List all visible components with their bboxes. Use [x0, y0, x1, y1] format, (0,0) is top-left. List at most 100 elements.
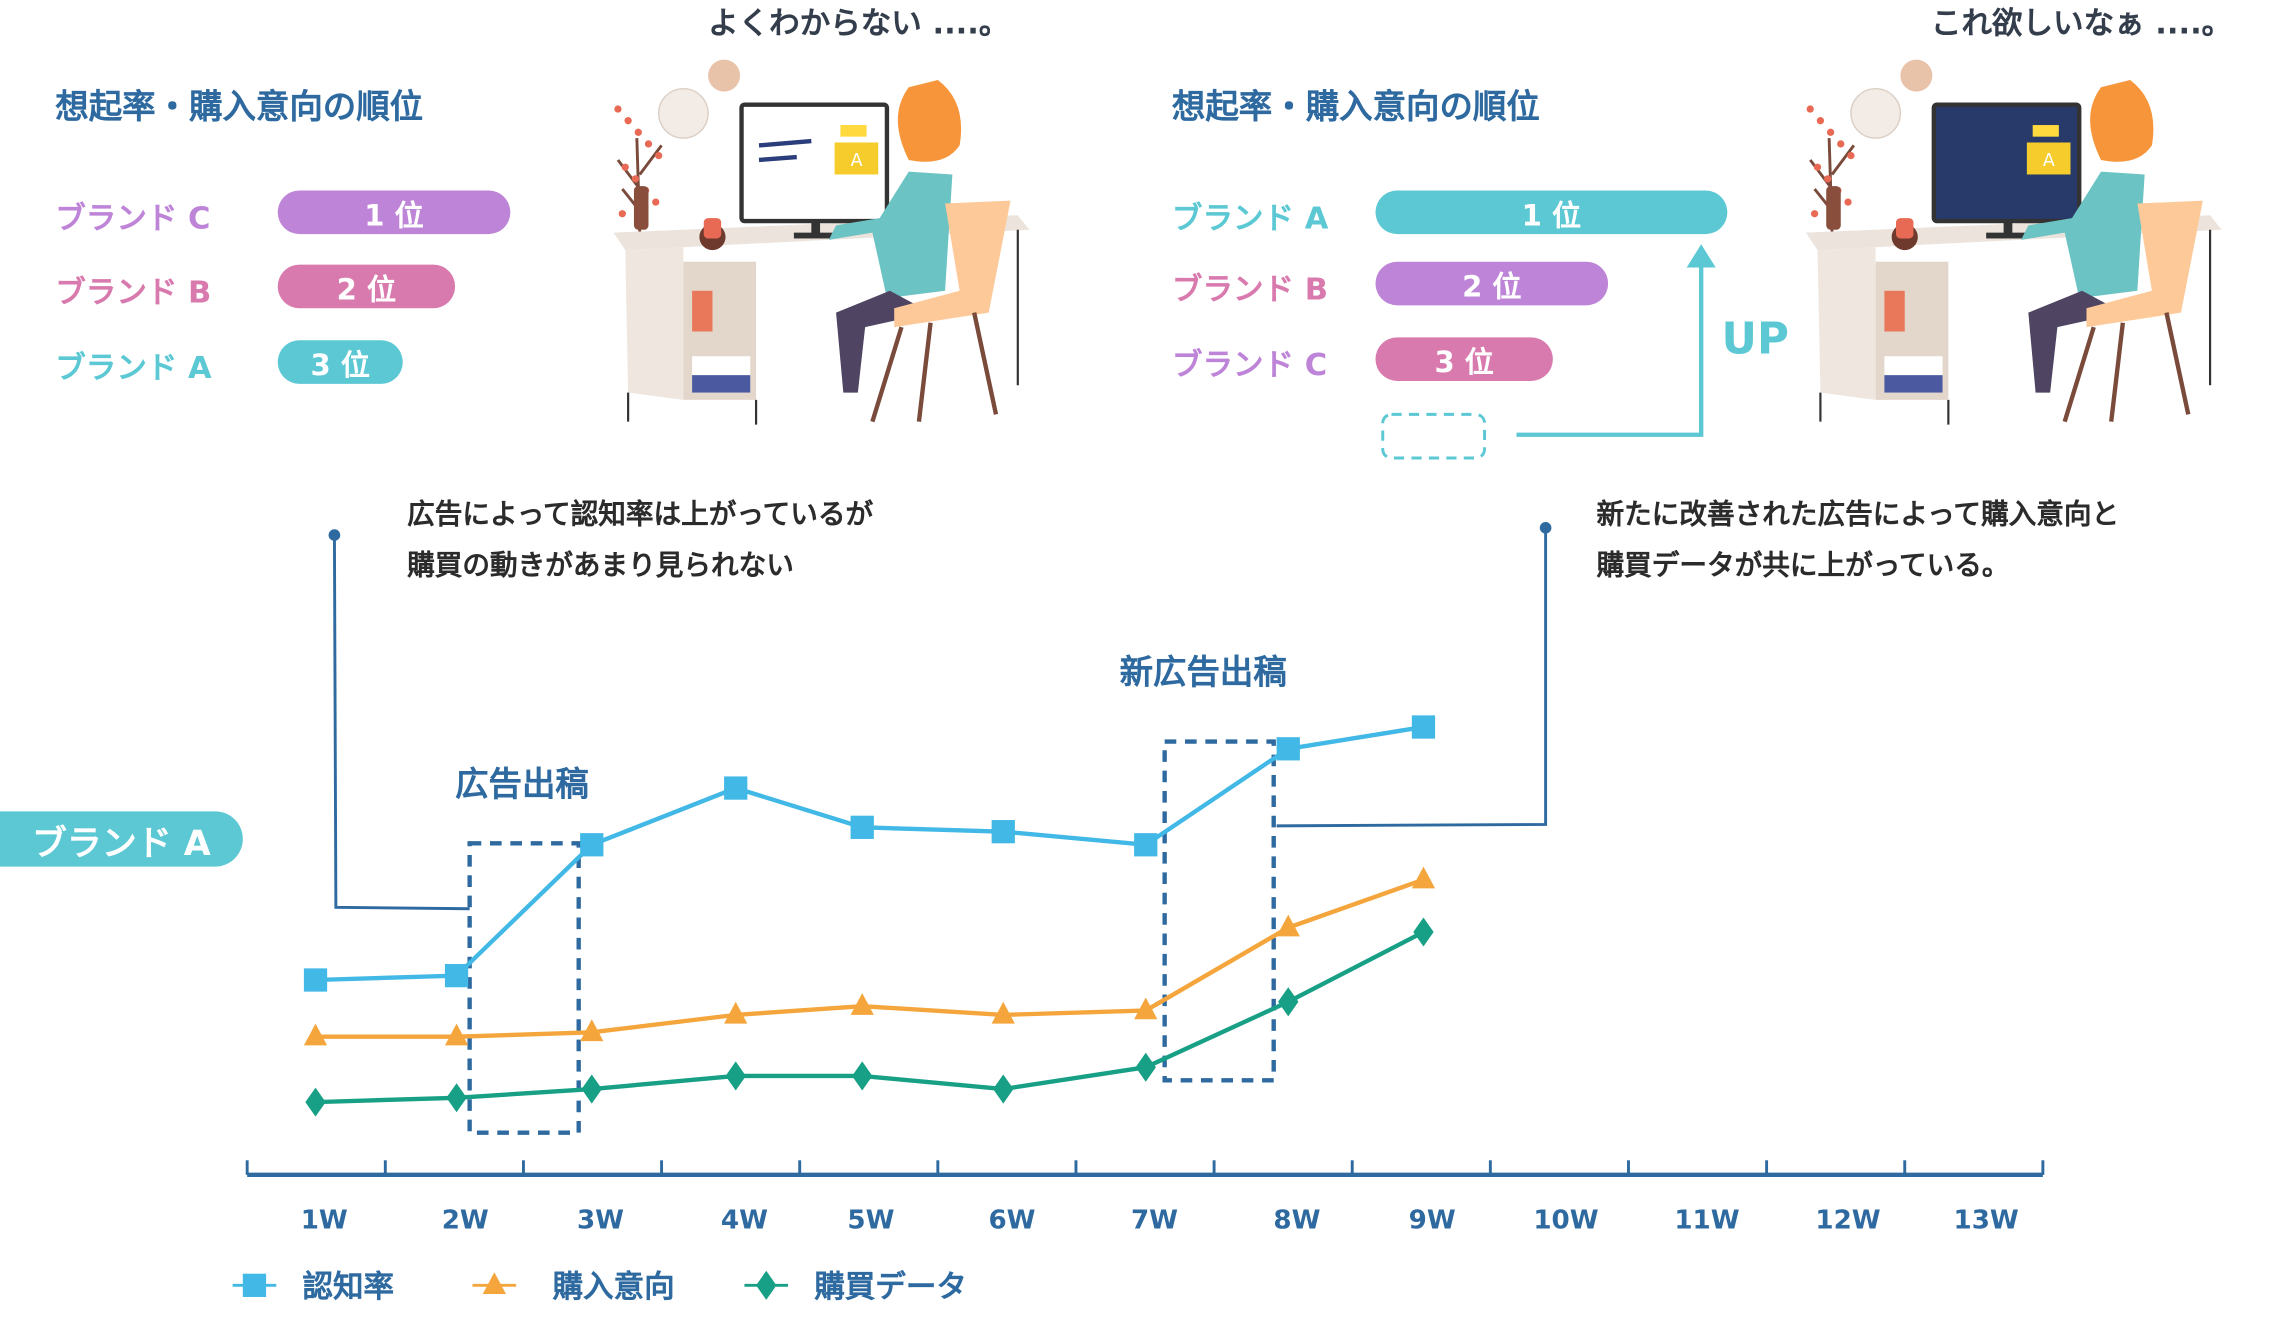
- data-point-square: [580, 833, 604, 857]
- box-icon: [692, 375, 751, 393]
- callout-dot-left: [328, 529, 341, 541]
- data-point-diamond: [1278, 987, 1299, 1017]
- legend-square-icon: [242, 1273, 267, 1297]
- hair: [897, 79, 962, 162]
- legend-diamond-icon: [756, 1270, 777, 1300]
- data-point-triangle: [1276, 914, 1300, 937]
- annotation-ad: 広告出稿: [455, 766, 589, 805]
- branch-icon: [616, 138, 663, 233]
- left-caption: よくわからない ....。: [708, 5, 1010, 41]
- monitor-stand: [1986, 232, 2030, 239]
- hair: [2090, 79, 2154, 162]
- rank-pill: 2 位: [1375, 261, 1609, 306]
- data-point-diamond: [1413, 917, 1434, 947]
- chair-icon: [894, 200, 1011, 328]
- data-point-square: [724, 776, 748, 800]
- x-tick-label: 7W: [1131, 1206, 1178, 1236]
- data-point-triangle: [1134, 997, 1158, 1020]
- callout-line-left: [332, 535, 470, 911]
- x-tick-label: 9W: [1409, 1206, 1456, 1236]
- legend-label-purchase-intent: 購入意向: [552, 1269, 675, 1305]
- data-point-triangle: [991, 1001, 1015, 1024]
- berry: [1816, 117, 1825, 125]
- up-label: UP: [1721, 314, 1789, 365]
- data-point-diamond: [852, 1061, 873, 1091]
- text-lines: [758, 138, 812, 163]
- data-point-diamond: [1135, 1052, 1156, 1082]
- right-caption: これ欲しいなぁ ....。: [1930, 5, 2233, 41]
- berry: [634, 128, 642, 136]
- books-icon: [1884, 290, 1905, 332]
- data-point-diamond: [993, 1074, 1014, 1104]
- mug-icon: [1896, 218, 1914, 239]
- x-tick-label: 11W: [1674, 1206, 1739, 1236]
- folder-tab: [2032, 125, 2059, 137]
- berry: [621, 163, 629, 171]
- legend-label-awareness: 認知率: [302, 1269, 395, 1305]
- ad-period-box: [467, 841, 581, 1135]
- callout-line-right: [1276, 527, 1548, 828]
- data-point-triangle: [850, 993, 874, 1015]
- right-panel-title: 想起率・購入意向の順位: [1171, 88, 1540, 127]
- wall-plate-icon: [708, 59, 741, 92]
- desk-leg: [1819, 229, 2212, 425]
- data-point-triangle: [444, 1023, 469, 1046]
- data-point-triangle: [1411, 866, 1436, 889]
- data-point-square: [991, 820, 1015, 844]
- wall-plate-icon: [657, 87, 709, 139]
- rank-pill: 2 位: [277, 264, 456, 309]
- berry: [655, 151, 663, 160]
- x-tick-label: 4W: [721, 1206, 768, 1236]
- berry: [652, 198, 660, 206]
- berry: [1806, 105, 1814, 113]
- wall-plate-icon: [1850, 87, 1902, 139]
- x-tick-label: 10W: [1533, 1206, 1598, 1236]
- series-line: [315, 724, 1424, 983]
- desk-side: [1817, 247, 1876, 400]
- desk-scene: A: [613, 59, 1030, 425]
- brand-label: ブランド B: [1171, 271, 1328, 307]
- right-note: 新たに改善された広告によって購入意向と 購買データが共に上がっている。: [1596, 490, 2119, 592]
- right-note-line: 新たに改善された広告によって購入意向と: [1596, 498, 2120, 531]
- box-icon: [1884, 375, 1943, 393]
- new-ad-period-box: [1162, 739, 1276, 1083]
- vase-icon: [1826, 186, 1841, 230]
- rank-pill: 1 位: [277, 190, 511, 235]
- data-point-square: [303, 968, 328, 992]
- x-tick-label: 3W: [577, 1206, 624, 1236]
- books-icon: [692, 290, 713, 332]
- branch-icon: [1809, 138, 1856, 233]
- data-point-square: [850, 815, 874, 839]
- up-arrow-icon: [1686, 244, 1716, 268]
- brand-tag: ブランド A: [0, 811, 243, 867]
- wall-plate-icon: [1900, 59, 1933, 92]
- data-point-triangle: [303, 1023, 328, 1046]
- monitor-label: A: [2043, 151, 2055, 171]
- folder-icon: [2026, 142, 2071, 175]
- berry: [624, 117, 632, 125]
- monitor-stand: [811, 221, 821, 236]
- desk-side: [625, 247, 684, 400]
- data-point-square: [444, 964, 469, 988]
- woman-body: [2021, 171, 2145, 299]
- woman-body: [828, 171, 953, 299]
- data-point-diamond: [725, 1061, 746, 1091]
- data-point-triangle: [580, 1019, 604, 1042]
- berry: [644, 140, 653, 148]
- berry: [614, 105, 622, 113]
- monitor-stand: [2003, 221, 2013, 236]
- rank-pill: 3 位: [1375, 337, 1553, 381]
- mug-icon: [703, 218, 722, 239]
- x-tick-label: 1W: [301, 1206, 348, 1236]
- left-note: 広告によって認知率は上がっているが 購買の動きがあまり見られない: [407, 490, 873, 592]
- data-point-square: [1411, 715, 1436, 739]
- data-point-diamond: [581, 1074, 602, 1104]
- berry: [1813, 163, 1822, 171]
- berry: [1826, 128, 1835, 136]
- folder-icon: [834, 142, 879, 175]
- x-tick-label: 8W: [1273, 1206, 1320, 1236]
- legend-label-purchase-data: 購買データ: [814, 1269, 967, 1305]
- left-note-line: 広告によって認知率は上がっているが: [407, 498, 874, 531]
